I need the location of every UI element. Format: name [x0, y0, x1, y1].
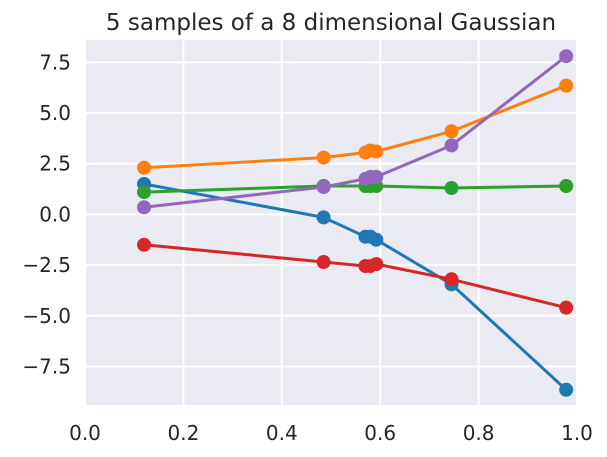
series-markers	[137, 49, 574, 397]
data-point	[369, 144, 384, 159]
data-point	[559, 382, 574, 397]
chart-title: 5 samples of a 8 dimensional Gaussian	[106, 10, 556, 36]
data-point	[137, 160, 152, 175]
y-tick-label: −5.0	[22, 304, 71, 328]
y-tick-label: 2.5	[39, 152, 71, 176]
data-point	[137, 185, 152, 200]
data-point	[316, 150, 331, 165]
data-point	[444, 138, 459, 153]
data-point	[369, 232, 384, 247]
data-point	[559, 179, 574, 193]
data-point	[137, 237, 152, 252]
x-tick-label: 0.4	[266, 421, 298, 445]
data-point	[444, 124, 459, 139]
x-tick-label: 1.0	[561, 421, 593, 445]
x-axis-ticks: 0.0 0.2 0.4 0.6 0.8 1.0	[69, 421, 593, 445]
y-tick-label: 5.0	[39, 101, 71, 125]
data-point	[316, 255, 331, 270]
x-tick-label: 0.0	[69, 421, 101, 445]
data-point	[369, 257, 384, 272]
data-point	[369, 169, 384, 184]
x-tick-label: 0.6	[364, 421, 396, 445]
data-point	[444, 272, 459, 287]
data-point	[559, 78, 574, 93]
x-tick-label: 0.8	[463, 421, 495, 445]
plot-area	[85, 40, 577, 405]
data-point	[316, 210, 331, 225]
y-tick-label: 7.5	[39, 50, 71, 74]
data-point	[316, 180, 331, 195]
y-tick-label: −7.5	[22, 354, 71, 378]
y-axis-ticks: 7.5 5.0 2.5 0.0 −2.5 −5.0 −7.5	[22, 50, 71, 378]
data-point	[444, 181, 459, 196]
data-point	[137, 200, 152, 215]
y-tick-label: −2.5	[22, 253, 71, 277]
grid-lines	[84, 40, 578, 405]
y-tick-label: 0.0	[39, 202, 71, 226]
data-point	[559, 300, 574, 315]
x-tick-label: 0.2	[167, 421, 199, 445]
data-point	[559, 49, 574, 64]
